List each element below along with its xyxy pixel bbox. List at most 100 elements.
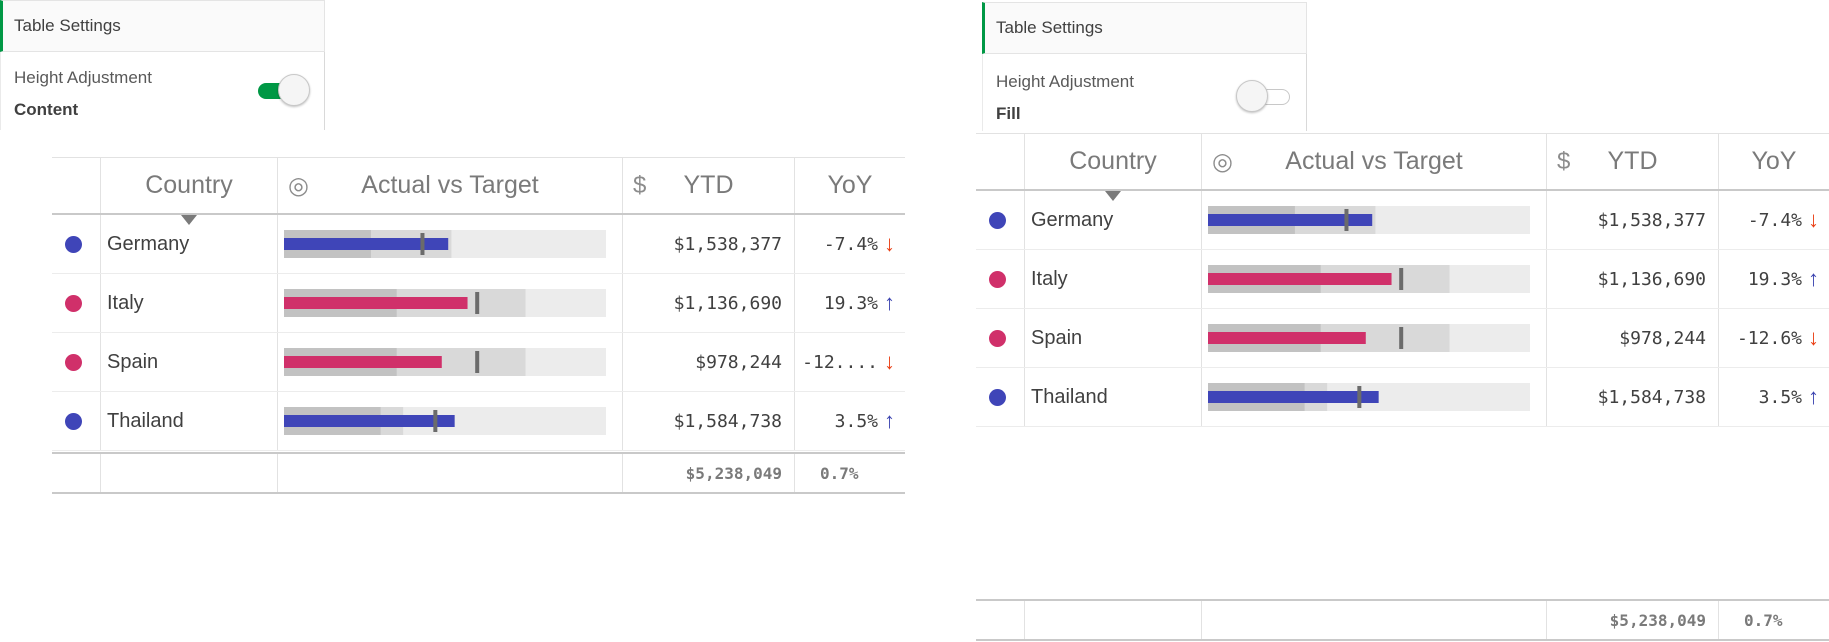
yoy-wrapper: 19.3% ↑	[795, 292, 905, 314]
totals-country-cell	[101, 454, 278, 492]
total-yoy: 0.7%	[820, 463, 859, 483]
height-adjustment-toggle[interactable]	[254, 74, 310, 106]
row-bullet-cell	[1202, 368, 1547, 426]
header-ytd[interactable]: $ YTD	[623, 158, 795, 213]
actual-bar	[284, 238, 449, 250]
country-name: Thailand	[107, 409, 184, 432]
target-marker	[1399, 268, 1404, 290]
totals-ytd-cell: $5,238,049	[1547, 601, 1719, 639]
row-country-cell[interactable]: Spain	[1025, 309, 1202, 367]
table-row[interactable]: Germany $1,538,377 -7.4% ↓	[976, 191, 1829, 250]
ytd-value: $1,584,738	[1597, 386, 1706, 408]
row-dot-cell	[52, 215, 101, 273]
country-name: Thailand	[1031, 385, 1108, 408]
row-bullet-cell	[1202, 250, 1547, 308]
arrow-down-icon: ↓	[884, 349, 895, 374]
row-country-cell[interactable]: Italy	[101, 274, 278, 332]
row-dot-cell	[976, 309, 1025, 367]
totals-row: $5,238,049 0.7%	[52, 452, 905, 494]
target-marker	[420, 233, 425, 255]
actual-bar	[284, 297, 468, 309]
yoy-value: 19.3%	[823, 292, 878, 314]
target-icon: ◎	[288, 172, 309, 199]
toggle-knob[interactable]	[278, 74, 310, 106]
row-yoy-cell: 3.5% ↑	[795, 392, 905, 450]
arrow-down-icon: ↓	[884, 231, 895, 256]
height-adjustment-setting: Height Adjustment Fill	[982, 54, 1307, 131]
yoy-value: 3.5%	[834, 410, 878, 432]
arrow-down-icon: ↓	[1808, 207, 1819, 232]
yoy-wrapper: -7.4% ↓	[795, 233, 905, 255]
row-yoy-cell: 19.3% ↑	[795, 274, 905, 332]
totals-country-cell	[1025, 601, 1202, 639]
country-name: Germany	[107, 232, 190, 255]
ytd-value: $1,584,738	[673, 410, 782, 432]
header-country-label: Country	[1069, 147, 1157, 175]
header-yoy[interactable]: YoY	[1719, 134, 1829, 189]
arrow-up-icon: ↑	[1808, 384, 1819, 409]
table-body: Germany $1,538,377 -7.4% ↓ Italy $1,136,690 19…	[976, 191, 1829, 427]
target-marker	[475, 351, 480, 373]
header-actual-vs-target[interactable]: ◎ Actual vs Target	[1202, 134, 1547, 189]
row-dot-cell	[52, 392, 101, 450]
country-name: Spain	[107, 350, 159, 373]
row-country-cell[interactable]: Germany	[1025, 191, 1202, 249]
table-row[interactable]: Italy $1,136,690 19.3% ↑	[52, 274, 905, 333]
row-ytd-cell: $1,136,690	[1547, 250, 1719, 308]
yoy-value: -7.4%	[1747, 209, 1802, 231]
yoy-wrapper: 3.5% ↑	[1719, 386, 1829, 408]
header-actual-vs-target[interactable]: ◎ Actual vs Target	[278, 158, 623, 213]
table-row[interactable]: Spain $978,244 -12.... ↓	[52, 333, 905, 392]
header-yoy-label: YoY	[1751, 147, 1797, 175]
table-row[interactable]: Thailand $1,584,738 3.5% ↑	[52, 392, 905, 451]
header-ytd[interactable]: $ YTD	[1547, 134, 1719, 189]
row-country-cell[interactable]: Germany	[101, 215, 278, 273]
row-yoy-cell: -7.4% ↓	[795, 215, 905, 273]
row-bullet-cell	[1202, 191, 1547, 249]
row-country-cell[interactable]: Thailand	[101, 392, 278, 450]
table-row[interactable]: Thailand $1,584,738 3.5% ↑	[976, 368, 1829, 427]
status-dot	[65, 412, 82, 430]
header-ytd-label: YTD	[683, 171, 734, 199]
row-dot-cell	[52, 274, 101, 332]
row-country-cell[interactable]: Spain	[101, 333, 278, 391]
row-bullet-cell	[278, 333, 623, 391]
target-icon: ◎	[1212, 148, 1233, 175]
table-row[interactable]: Germany $1,538,377 -7.4% ↓	[52, 215, 905, 274]
actual-bar	[284, 356, 442, 368]
ytd-value: $978,244	[1619, 327, 1706, 349]
row-bullet-cell	[278, 392, 623, 450]
ytd-value: $1,538,377	[673, 233, 782, 255]
arrow-up-icon: ↑	[1808, 266, 1819, 291]
total-ytd: $5,238,049	[1609, 610, 1706, 630]
height-adjustment-toggle[interactable]	[1236, 80, 1292, 112]
ytd-value: $978,244	[695, 351, 782, 373]
table-row[interactable]: Italy $1,136,690 19.3% ↑	[976, 250, 1829, 309]
table-row[interactable]: Spain $978,244 -12.6% ↓	[976, 309, 1829, 368]
header-yoy[interactable]: YoY	[795, 158, 905, 213]
toggle-knob[interactable]	[1236, 80, 1268, 112]
settings-title[interactable]: Table Settings	[982, 2, 1307, 54]
row-ytd-cell: $1,538,377	[1547, 191, 1719, 249]
ytd-value: $1,136,690	[1597, 268, 1706, 290]
totals-ytd-cell: $5,238,049	[623, 454, 795, 492]
header-country[interactable]: Country	[1025, 134, 1202, 201]
actual-bar	[284, 415, 455, 427]
row-country-cell[interactable]: Thailand	[1025, 368, 1202, 426]
arrow-up-icon: ↑	[884, 408, 895, 433]
status-dot	[989, 388, 1006, 406]
totals-yoy-cell: 0.7%	[1719, 601, 1829, 639]
totals-dot-cell	[976, 601, 1025, 639]
table-settings-panel: Table Settings Height Adjustment Content	[0, 0, 325, 130]
target-marker	[1357, 386, 1362, 408]
table-header: Country ◎ Actual vs Target $ YTD YoY	[52, 157, 905, 225]
actual-bar	[1208, 332, 1366, 344]
bullet-chart	[1208, 383, 1530, 411]
totals-dot-cell	[52, 454, 101, 492]
yoy-wrapper: 19.3% ↑	[1719, 268, 1829, 290]
country-name: Italy	[1031, 267, 1068, 290]
header-country[interactable]: Country	[101, 158, 278, 225]
settings-title[interactable]: Table Settings	[0, 0, 325, 52]
row-country-cell[interactable]: Italy	[1025, 250, 1202, 308]
header-country-label: Country	[145, 171, 233, 199]
